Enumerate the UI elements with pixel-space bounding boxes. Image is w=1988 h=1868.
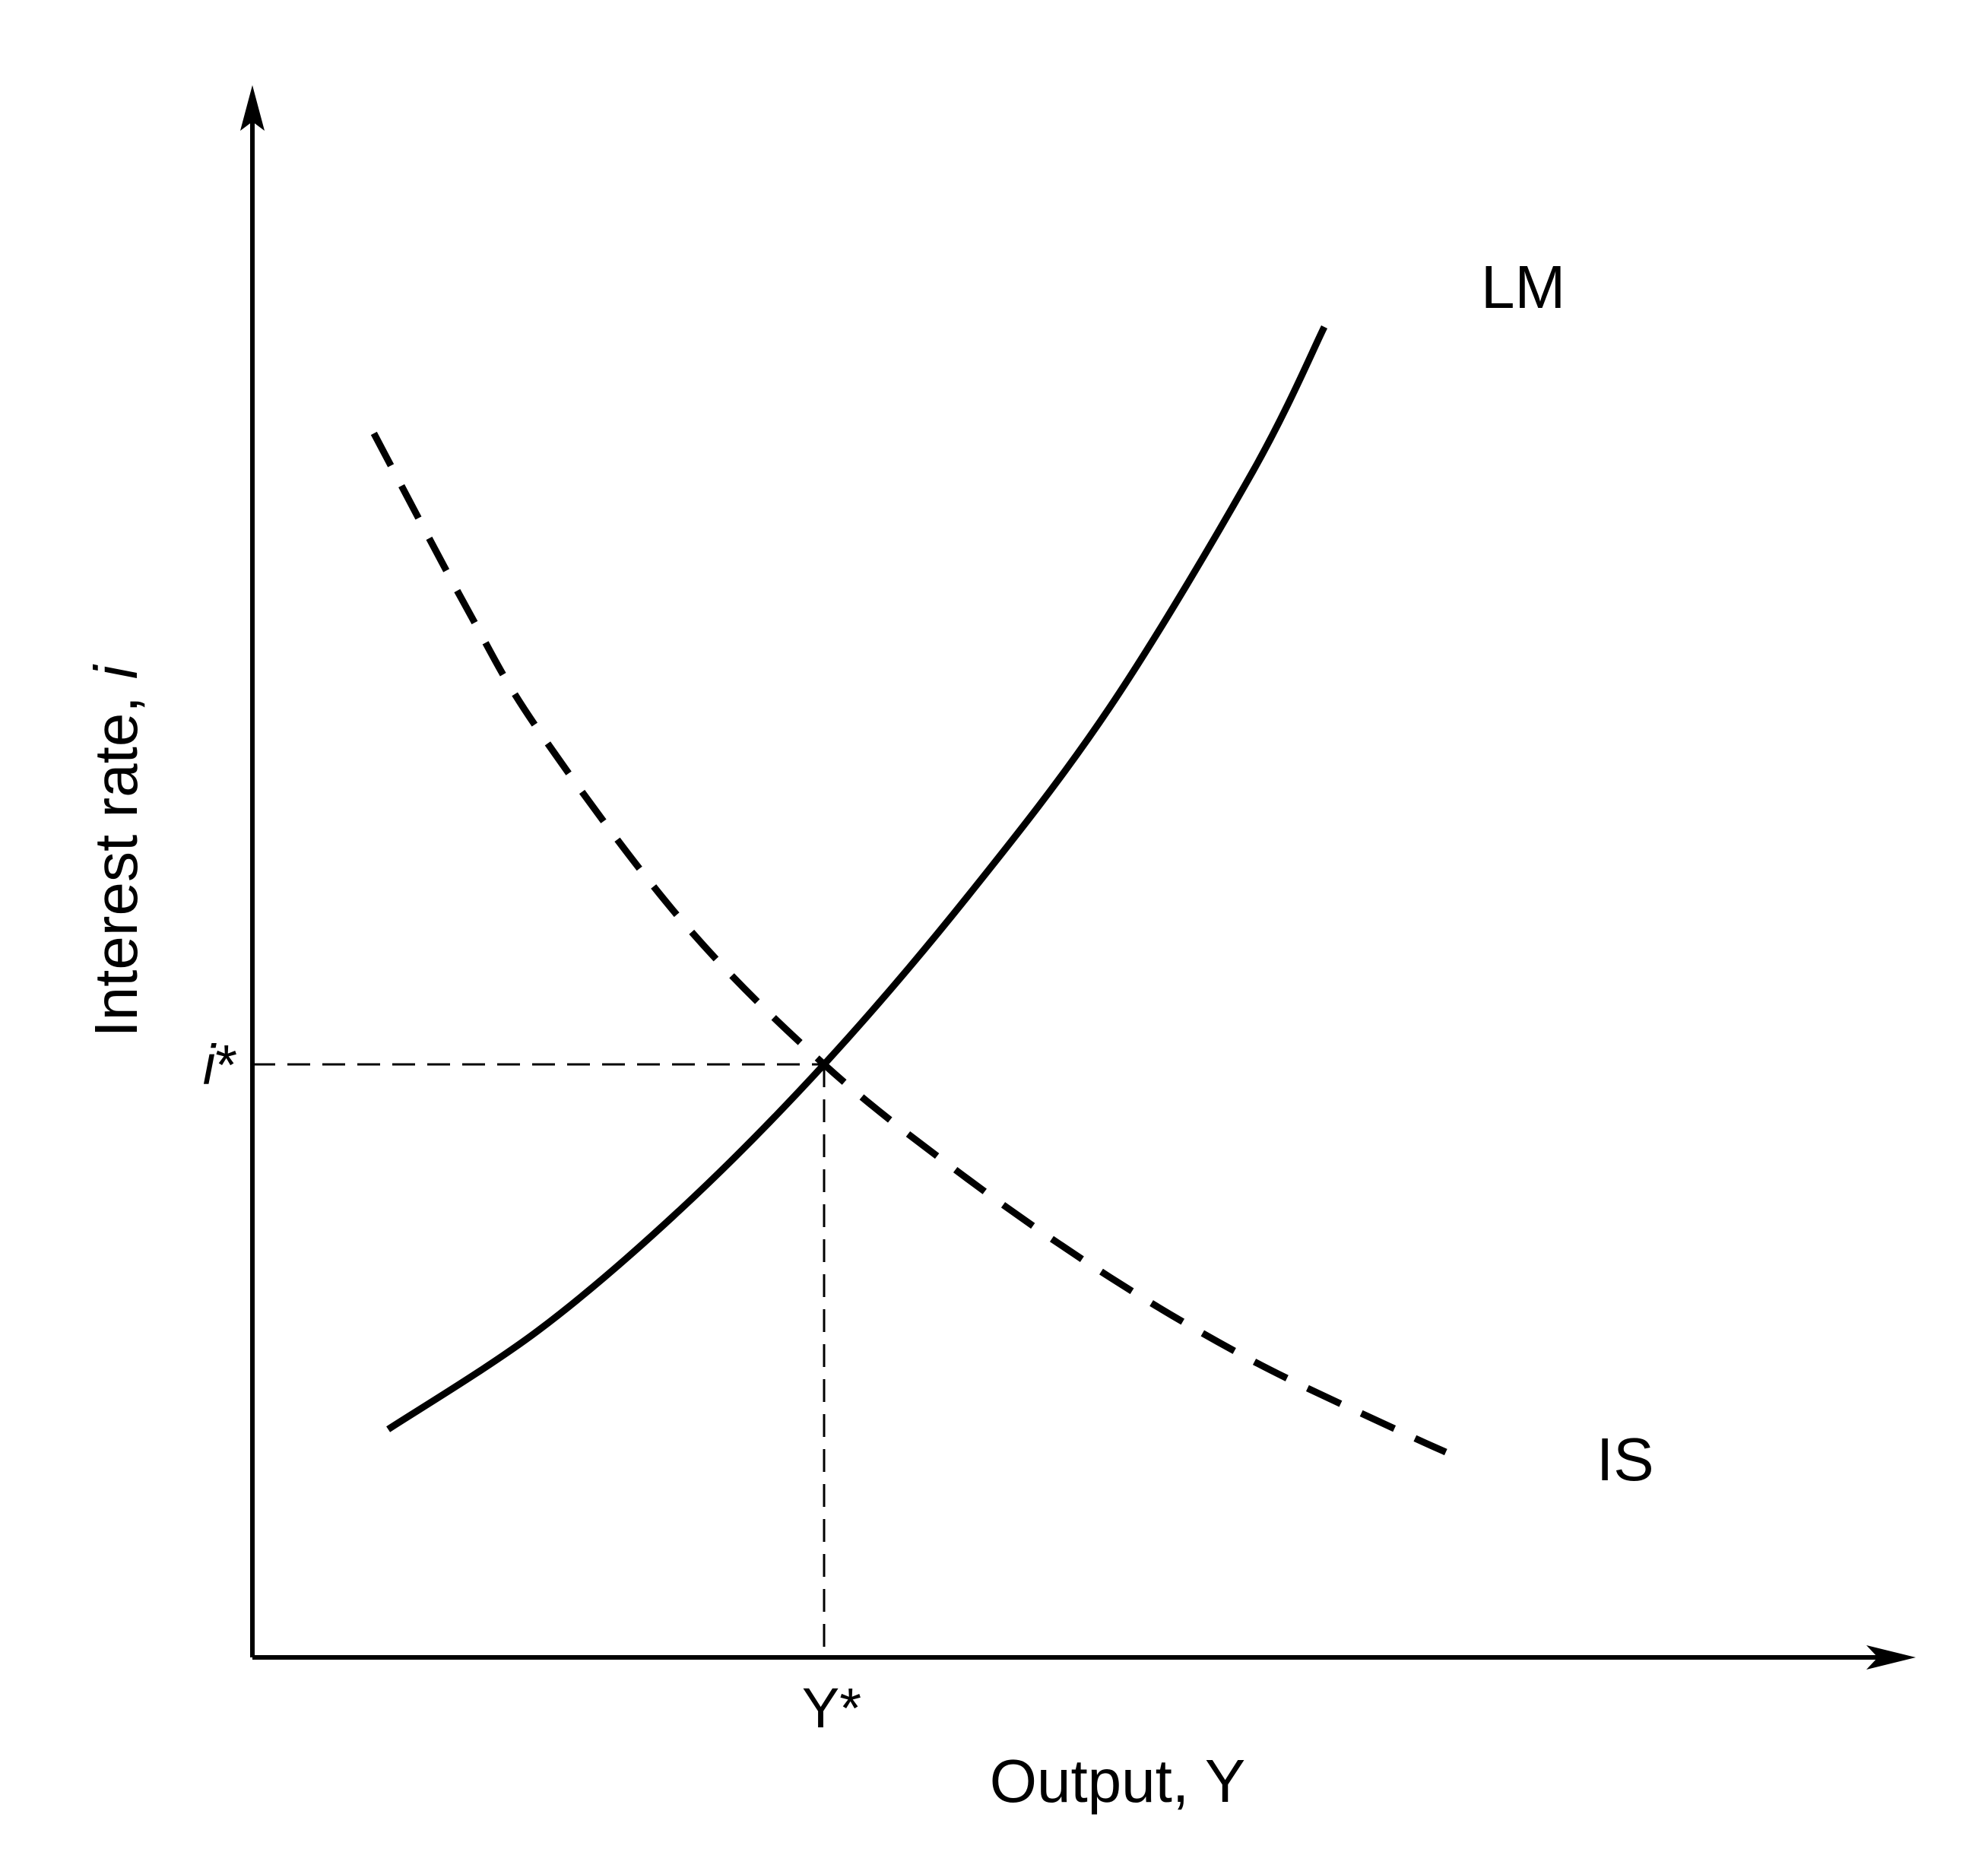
lm-curve <box>386 325 1328 1432</box>
lm-curve-label: LM <box>1481 253 1565 321</box>
series-layer <box>370 325 1447 1456</box>
y-axis-label: Interest rate, i <box>82 664 150 1037</box>
x-axis-label: Output, Y <box>990 1747 1246 1815</box>
equilibrium-guides <box>252 1063 826 1657</box>
x-tick-label-ystar: Y* <box>802 1676 861 1740</box>
x-axis-arrowhead <box>1866 1645 1916 1670</box>
tick-labels: i* Y* <box>203 1033 861 1740</box>
y-axis-arrowhead <box>240 85 265 131</box>
is-curve-label: IS <box>1596 1426 1654 1493</box>
axes <box>240 85 1916 1670</box>
y-tick-label-istar: i* <box>203 1033 237 1096</box>
is-curve <box>370 431 1447 1456</box>
